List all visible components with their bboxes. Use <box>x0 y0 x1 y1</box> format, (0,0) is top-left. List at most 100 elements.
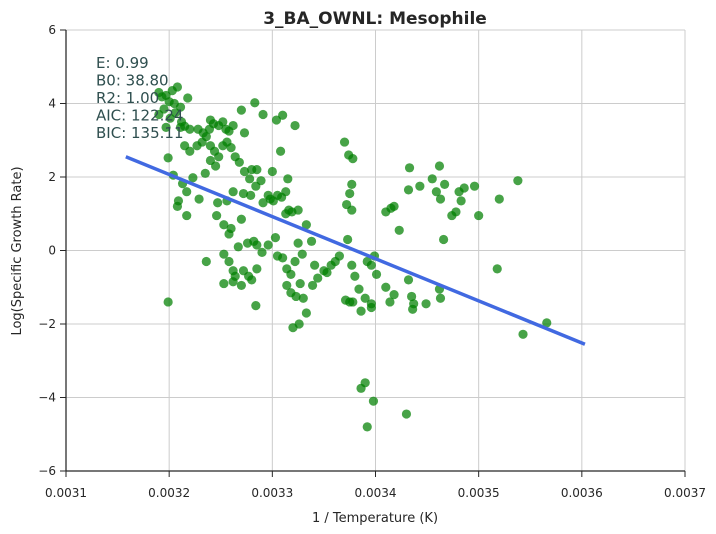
data-point <box>362 422 372 432</box>
data-point <box>228 120 238 131</box>
data-point <box>239 166 250 177</box>
data-point <box>239 128 250 138</box>
y-tick-label: 0 <box>48 244 56 258</box>
data-point <box>298 293 308 303</box>
data-point <box>440 179 450 189</box>
data-point <box>368 396 379 406</box>
data-point <box>301 220 311 230</box>
data-point <box>258 198 268 208</box>
data-point <box>172 201 183 211</box>
data-point <box>348 297 358 307</box>
x-tick-label: 0.0031 <box>45 486 87 500</box>
data-point <box>252 240 262 250</box>
data-point <box>451 207 461 217</box>
data-point <box>313 273 323 283</box>
data-point <box>356 306 366 316</box>
data-point <box>301 308 311 318</box>
x-tick-label: 0.0033 <box>251 486 293 500</box>
data-point <box>205 115 216 125</box>
data-point <box>347 205 357 215</box>
data-point <box>245 174 255 184</box>
data-point <box>182 187 192 197</box>
x-tick-label: 0.0036 <box>561 486 603 500</box>
data-point <box>459 183 469 193</box>
data-point <box>334 251 344 261</box>
data-point <box>252 264 262 274</box>
data-point <box>513 176 523 186</box>
data-point <box>234 157 244 167</box>
data-point <box>291 291 301 302</box>
data-point <box>247 275 257 285</box>
data-point <box>258 109 268 120</box>
stat-aic: AIC: 122.24 <box>96 107 183 125</box>
data-point <box>278 110 288 120</box>
data-point <box>434 161 445 171</box>
data-point <box>371 269 382 279</box>
data-point <box>347 260 357 270</box>
data-point <box>283 174 293 184</box>
data-point <box>170 108 180 118</box>
data-point <box>415 181 425 191</box>
data-point <box>200 168 210 178</box>
data-point <box>286 269 296 279</box>
data-point <box>182 210 192 221</box>
data-point <box>474 210 484 221</box>
data-point <box>435 194 446 204</box>
data-point <box>492 264 502 274</box>
data-point <box>267 166 277 177</box>
data-point <box>322 267 332 278</box>
data-point <box>226 223 236 234</box>
data-point <box>275 146 286 156</box>
data-point <box>185 146 195 156</box>
data-point <box>494 194 504 204</box>
y-tick-label: −2 <box>38 317 56 331</box>
data-point <box>213 198 223 208</box>
data-point <box>294 319 304 329</box>
data-point <box>293 238 303 248</box>
data-point <box>381 282 391 292</box>
data-point <box>233 242 243 252</box>
data-point <box>347 179 357 189</box>
data-point <box>403 185 414 195</box>
data-point <box>236 280 246 291</box>
data-point <box>401 409 412 419</box>
y-tick-label: −6 <box>38 464 56 478</box>
data-point <box>469 181 480 191</box>
data-point <box>236 214 246 224</box>
data-point <box>456 196 466 206</box>
x-tick-label: 0.0032 <box>148 486 190 500</box>
stat-e: E: 0.99 <box>96 54 149 72</box>
data-point <box>172 82 183 92</box>
fit-line-group <box>125 155 586 346</box>
data-point <box>409 299 419 309</box>
data-point <box>354 284 364 294</box>
data-point <box>295 278 305 289</box>
stat-b0: B0: 38.80 <box>96 72 169 90</box>
data-point <box>218 117 228 127</box>
data-point <box>236 105 246 115</box>
data-point <box>210 161 221 171</box>
data-point <box>271 115 282 125</box>
data-point <box>306 236 317 246</box>
x-tick-label: 0.0035 <box>458 486 500 500</box>
data-point <box>339 137 350 147</box>
data-point <box>360 378 370 388</box>
data-point <box>183 93 193 103</box>
data-point <box>310 260 320 270</box>
y-tick-label: 2 <box>48 170 56 184</box>
data-point <box>224 256 234 267</box>
data-point <box>343 234 353 245</box>
data-point <box>163 153 173 163</box>
x-tick-label: 0.0037 <box>664 486 706 500</box>
data-point <box>212 210 222 221</box>
data-point <box>251 301 261 311</box>
data-point <box>185 124 195 134</box>
data-point <box>435 293 446 303</box>
data-point <box>389 290 399 300</box>
data-point <box>350 271 360 281</box>
data-point <box>226 143 236 153</box>
stat-r2: R2: 1.00 <box>96 89 159 107</box>
data-point <box>366 260 376 270</box>
